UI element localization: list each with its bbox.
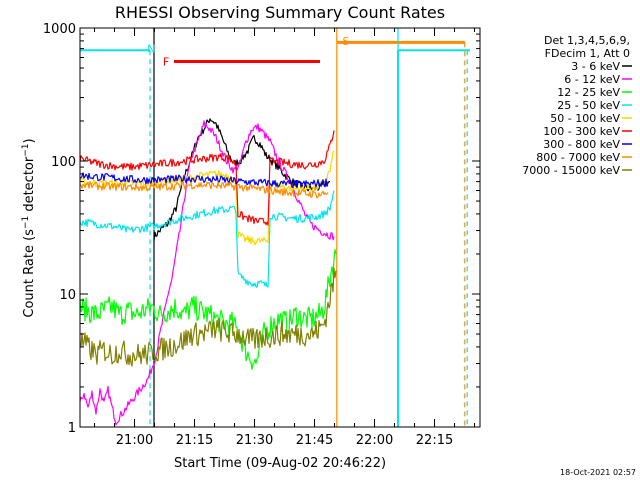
legend-header: FDecim 1, Att 0	[545, 47, 630, 60]
y-tick-label: 1000	[43, 22, 76, 37]
legend-label: 3 - 6 keV	[571, 60, 620, 73]
legend: Det 1,3,4,5,6,9,FDecim 1, Att 03 - 6 keV…	[522, 34, 632, 177]
series-line-5	[79, 130, 335, 226]
x-tick-label: 21:30	[236, 433, 273, 448]
x-tick-label: 22:00	[356, 433, 393, 448]
annotation-saa: S	[343, 35, 350, 48]
timestamp: 18-Oct-2021 02:57	[560, 468, 636, 477]
x-tick-label: 21:45	[296, 433, 333, 448]
legend-label: 6 - 12 keV	[564, 73, 620, 86]
legend-label: 300 - 800 keV	[543, 138, 620, 151]
y-axis-label-suffix: )	[22, 138, 37, 143]
x-tick-label: 22:15	[416, 433, 453, 448]
x-tick-label: 21:15	[176, 433, 213, 448]
series-line-8	[79, 267, 337, 367]
y-axis-label-exponent-2: −1	[21, 143, 31, 156]
legend-label: 50 - 100 keV	[550, 112, 620, 125]
annotation-night: N	[147, 43, 155, 56]
y-axis-label-middle: detector	[22, 156, 37, 216]
series-line-6	[79, 172, 329, 189]
axes: 1 10 100 1000 21:00 21:15 21:30 21:45 22:00 22:15	[43, 22, 480, 448]
legend-label: 7000 - 15000 keV	[522, 164, 620, 177]
legend-label: 25 - 50 keV	[557, 99, 620, 112]
x-tick-label: 21:00	[116, 433, 153, 448]
legend-label: 12 - 25 keV	[557, 86, 620, 99]
y-tick-label: 10	[59, 288, 76, 303]
series-line-3	[79, 190, 335, 288]
series-line-4	[79, 150, 335, 246]
y-tick-label: 1	[68, 421, 76, 436]
annotation-flare: F	[163, 55, 169, 68]
series-line-7	[79, 181, 329, 199]
y-axis-label: Count Rate (s−1 detector−1)	[21, 138, 37, 317]
plot-area: NF S	[79, 28, 470, 427]
chart-title: RHESSI Observing Summary Count Rates	[115, 3, 445, 22]
x-axis-label: Start Time (09-Aug-02 20:46:22)	[174, 456, 386, 471]
series-line-2	[79, 249, 337, 370]
legend-header: Det 1,3,4,5,6,9,	[544, 34, 630, 47]
legend-label: 100 - 300 keV	[543, 125, 620, 138]
y-axis-label-prefix: Count Rate (s	[22, 229, 37, 318]
y-tick-label: 100	[51, 155, 76, 170]
y-axis-label-exponent-1: −1	[21, 216, 31, 229]
legend-label: 800 - 7000 keV	[536, 151, 620, 164]
plot-frame	[79, 27, 481, 428]
